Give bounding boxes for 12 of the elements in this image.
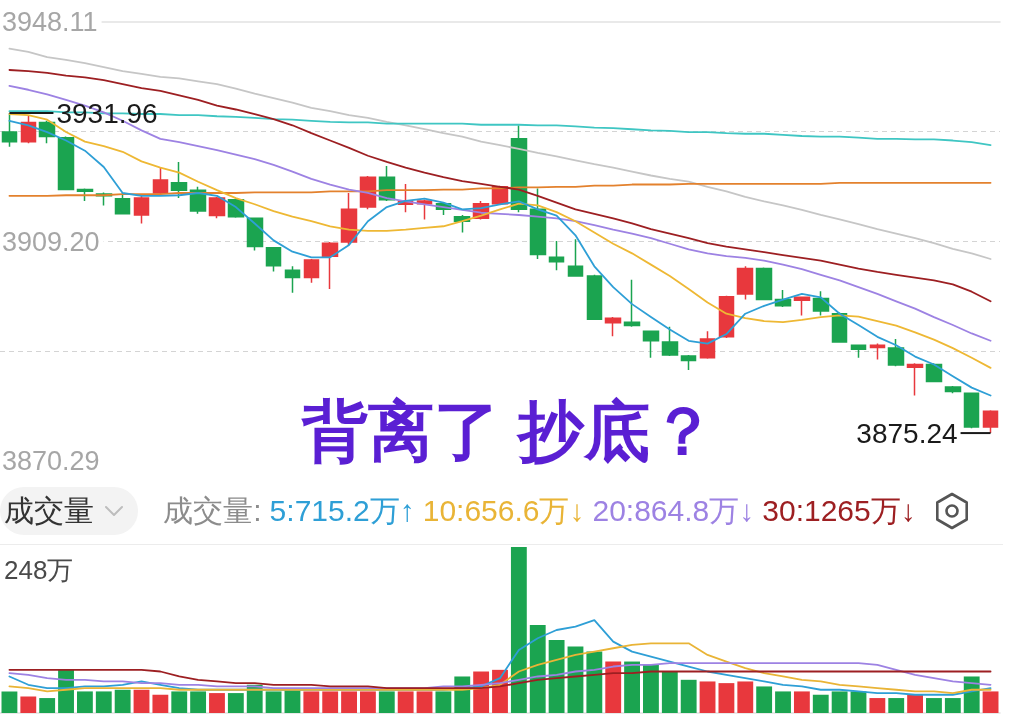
y-tick-label: 3948.11 [2,7,98,37]
legend-title: 成交量: [163,492,262,529]
annotation: 背离了 抄底？ [301,394,717,468]
text: 30:1265万↓ [762,492,916,529]
y-tick-label: 3870.29 [2,446,100,476]
text: 20:864.8万↓ [592,492,755,529]
annotation: 248万 [4,555,74,585]
text: 5:715.2万↑ [269,492,415,529]
y-tick-label: 3909.20 [2,226,100,257]
text: 10:656.6万↓ [422,492,585,529]
chart-title: 成交量 [4,492,94,529]
annotation: 3875.24 [856,417,958,449]
